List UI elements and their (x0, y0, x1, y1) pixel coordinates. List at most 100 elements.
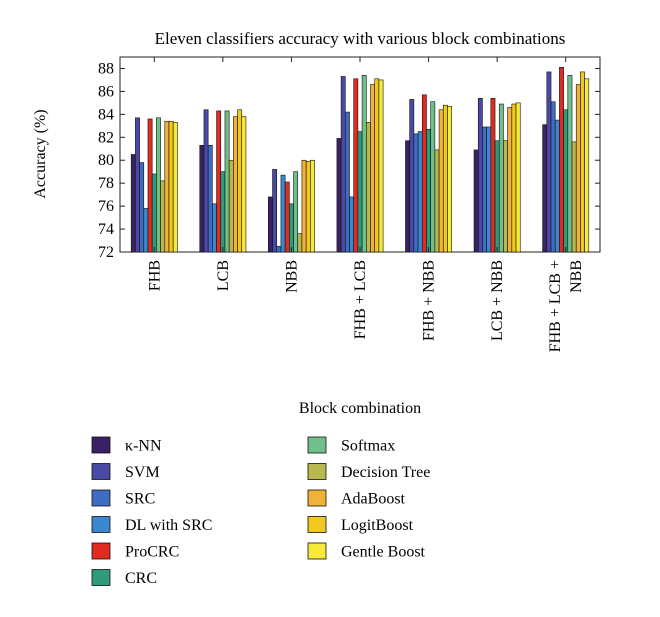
bar (353, 78, 359, 253)
bar (199, 145, 205, 253)
bar (447, 106, 452, 253)
y-tick-label: 72 (98, 244, 114, 261)
x-tick-label: FHB + LCB + (547, 260, 564, 352)
bar (203, 109, 209, 253)
legend-swatch (91, 463, 111, 480)
bar (164, 120, 170, 253)
bar (473, 149, 479, 253)
bar (220, 171, 226, 253)
bar (434, 149, 440, 253)
bar (268, 196, 273, 253)
bar (365, 122, 371, 253)
bar (156, 117, 161, 253)
bar (336, 138, 342, 253)
legend-label: AdaBoost (341, 491, 406, 508)
y-axis-label: Accuracy (%) (32, 109, 49, 198)
bar (293, 171, 299, 253)
bar (349, 196, 354, 253)
bar (280, 174, 286, 253)
bar (378, 79, 384, 253)
bar (438, 109, 444, 253)
y-tick-label: 76 (98, 198, 114, 215)
bar (301, 159, 307, 253)
bar (224, 110, 230, 253)
bar (430, 101, 436, 253)
bar (289, 203, 294, 253)
y-tick-label: 78 (98, 175, 114, 192)
y-tick-label: 82 (98, 129, 114, 146)
x-axis-label: Block combination (299, 400, 421, 417)
bar (503, 140, 508, 253)
bar (405, 140, 410, 253)
y-tick-label: 84 (98, 106, 114, 123)
legend-swatch (307, 463, 327, 480)
legend-label: CRC (125, 570, 157, 587)
bar (344, 111, 350, 253)
bar (498, 103, 504, 253)
y-tick-label: 80 (98, 152, 114, 169)
bar (370, 84, 375, 253)
bar (546, 71, 552, 253)
legend: κ-NN SVM SRC DL with SRC ProCRC CRC Softmax Dec… (91, 436, 430, 587)
bar (580, 71, 585, 253)
y-tick-label: 74 (98, 221, 114, 238)
legend-swatch (91, 542, 111, 560)
bar (494, 140, 500, 253)
bar (413, 133, 419, 253)
bar (272, 169, 278, 253)
bar (575, 84, 581, 253)
chart-title: Eleven classifiers accuracy with various… (155, 29, 566, 48)
bar (139, 162, 145, 253)
y-tick-label: 86 (98, 83, 114, 100)
bar (486, 126, 492, 253)
legend-swatch (91, 569, 111, 586)
legend-label: SVM (125, 464, 160, 481)
legend-label: Gentle Boost (341, 544, 426, 561)
bar (276, 245, 282, 253)
bar (241, 116, 247, 253)
plot-area: 72 74 76 78 80 82 84 86 88 FHB LCB NBB FHB + LCB FHB … (98, 56, 601, 352)
legend-swatch (307, 542, 327, 560)
bar (563, 109, 569, 253)
legend-swatch (307, 436, 327, 454)
bar (212, 203, 217, 253)
bar (357, 131, 363, 253)
x-tick-label: FHB + LCB (352, 260, 369, 339)
bar (340, 76, 346, 253)
bar (477, 97, 483, 253)
legend-label: κ-NN (125, 438, 162, 455)
legend-label: ProCRC (125, 544, 179, 561)
bar (207, 145, 213, 253)
bar (297, 233, 303, 253)
bar (160, 180, 166, 253)
bar (310, 159, 315, 253)
bar (426, 128, 431, 253)
bar (284, 181, 290, 253)
bar (147, 118, 153, 253)
x-tick-label: FHB + NBB (421, 260, 438, 341)
legend-swatch (307, 489, 327, 507)
bar (559, 67, 564, 253)
legend-label: Decision Tree (341, 464, 430, 481)
bar (584, 78, 590, 253)
x-tick-label: FHB (146, 260, 163, 291)
bar (361, 75, 367, 253)
bar (554, 119, 560, 253)
bar (305, 161, 311, 253)
bar (143, 208, 149, 253)
bar (237, 109, 243, 253)
bar (482, 126, 487, 253)
legend-swatch (91, 436, 111, 454)
x-tick-label: LCB (215, 260, 232, 291)
x-tick-label: LCB + NBB (489, 260, 506, 341)
legend-swatch (307, 516, 327, 533)
y-tick-label: 88 (98, 60, 114, 77)
bar (507, 107, 513, 253)
legend-label: DL with SRC (125, 517, 212, 534)
legend-swatch (91, 489, 111, 507)
bar (571, 141, 577, 253)
bar (172, 122, 178, 253)
bar (168, 120, 174, 253)
bar (542, 124, 548, 253)
